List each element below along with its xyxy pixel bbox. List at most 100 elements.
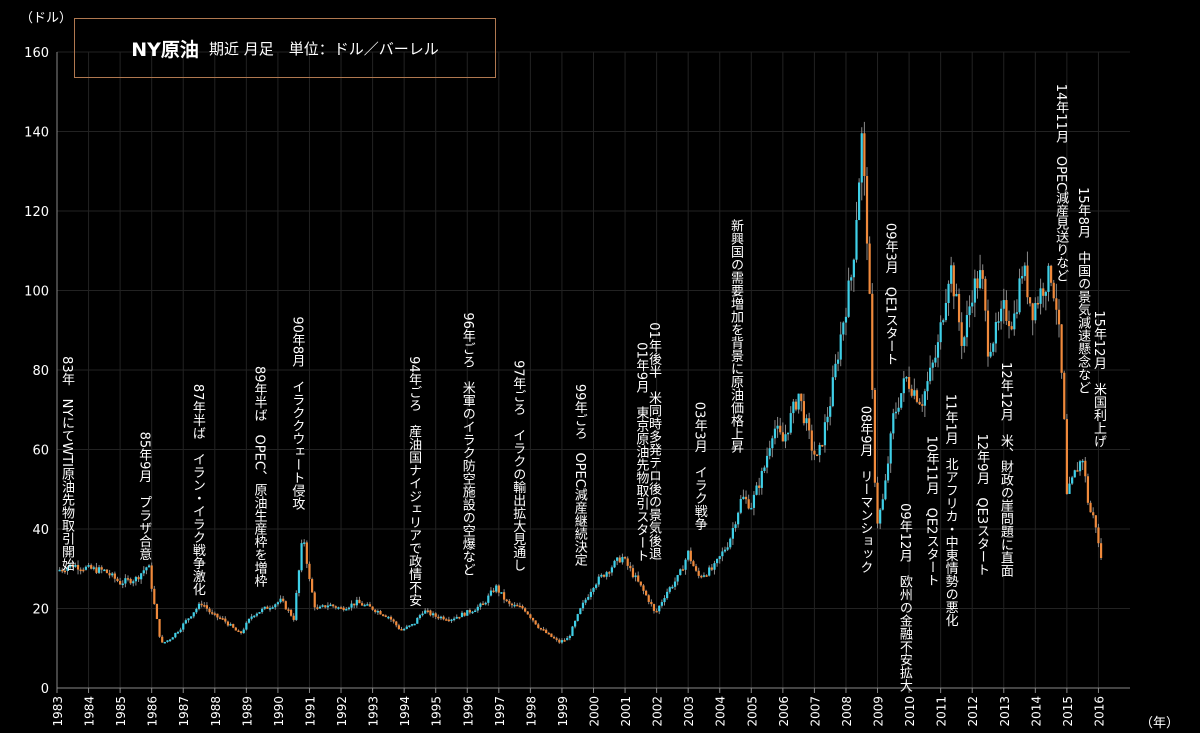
candle-body [573, 620, 577, 627]
annotation: 97年ごろ イラクの輸出拡大見通し [510, 360, 526, 572]
candle-body [1076, 470, 1079, 472]
candle-body [889, 433, 892, 464]
candle-body [379, 610, 382, 615]
x-tick-label: 2006 [777, 696, 791, 727]
candle-body [1000, 308, 1003, 322]
candle-body [658, 605, 661, 612]
candle-body [697, 570, 700, 576]
candle-body [934, 357, 937, 363]
candle-body [95, 567, 98, 573]
candle-body [676, 575, 679, 582]
candle-body [705, 575, 708, 577]
candle-body [600, 574, 603, 577]
candle-body [815, 454, 819, 457]
y-tick-label: 120 [24, 205, 49, 220]
candle-body [213, 613, 216, 615]
candle-body [318, 606, 322, 609]
candle-body [673, 581, 677, 587]
candle-body [276, 602, 280, 605]
candle-body [902, 378, 905, 394]
candle-body [205, 605, 209, 609]
candle-body [1060, 324, 1063, 373]
candle-body [337, 607, 340, 609]
candle-body [1057, 309, 1061, 325]
candle-body [200, 603, 203, 606]
candle-body [552, 636, 556, 639]
candle-body [271, 607, 274, 609]
candle-body [939, 322, 942, 343]
candle-body [1010, 326, 1013, 330]
candle-body [426, 610, 429, 613]
candle-body [708, 567, 711, 576]
candle-body [405, 626, 408, 629]
candle-body [960, 322, 963, 346]
candle-body [274, 604, 277, 608]
candle-body [739, 499, 742, 513]
candle-body [621, 557, 624, 563]
candle-body [474, 610, 477, 613]
annotation: 10年11月 QE2スタート [924, 436, 940, 587]
candle-body [978, 270, 982, 289]
candle-body [760, 471, 763, 488]
candle-body [823, 422, 827, 446]
candle-body [250, 616, 253, 619]
candle-body [203, 605, 206, 607]
candle-body [1047, 265, 1050, 292]
candle-body [534, 620, 537, 625]
x-tick-label: 1986 [146, 696, 160, 727]
candle-body [926, 381, 929, 392]
annotation: 94年ごろ 産油国ナイジェリアで政情不安 [406, 356, 422, 607]
candle-body [560, 640, 564, 643]
candle-body [1071, 477, 1074, 484]
chart-subtitle: 期近 月足 単位：ドル／バーレル [208, 39, 439, 58]
annotations: 83年 NYにてWTI原油先物取引開始 85年9月 プラザ合意 87年半ば イラン・… [59, 84, 1106, 693]
candle-body [663, 598, 666, 603]
candle-body [666, 591, 669, 599]
candle-body [92, 567, 95, 569]
candle-body [1034, 302, 1037, 321]
candle-body [282, 598, 285, 602]
candle-body [894, 411, 898, 414]
candle-body [332, 604, 335, 607]
candle-body [592, 587, 595, 592]
candle-body [897, 407, 900, 412]
candle-body [234, 627, 237, 631]
candle-body [558, 639, 561, 643]
candle-body [232, 624, 235, 628]
candle-body [468, 610, 471, 613]
candle-body [810, 430, 813, 451]
candle-body [297, 570, 301, 593]
candle-body [687, 550, 690, 560]
candle-body [358, 599, 361, 604]
candle-body [82, 569, 85, 572]
candle-body [800, 393, 803, 402]
candle-body [116, 578, 119, 582]
candle-body [1052, 282, 1055, 299]
x-tick-label: 1999 [556, 696, 570, 727]
candle-body [471, 611, 474, 614]
candle-body [571, 626, 574, 636]
candle-body [418, 615, 422, 619]
candle-body [784, 434, 787, 442]
axes: 0 20 40 60 80 100 120 140 160 1983 1984 1985 1986 198… [20, 11, 1179, 731]
candle-body [994, 322, 997, 344]
candle-body [313, 592, 316, 608]
candle-body [184, 620, 187, 624]
candle-body [852, 259, 855, 278]
candle-body [855, 220, 858, 260]
candle-body [108, 573, 111, 576]
candle-body [618, 557, 621, 563]
candle-body [1065, 419, 1068, 494]
candle-body [973, 278, 976, 303]
candle-body [923, 391, 926, 406]
candle-body [1005, 300, 1008, 322]
candle-body [239, 631, 243, 634]
annotation: 01年9月 東京原油先物取引スタート [633, 342, 649, 562]
candle-body [492, 590, 495, 593]
candle-body [542, 629, 545, 631]
candle-body [1099, 543, 1103, 558]
candle-body [421, 613, 424, 616]
candle-body [521, 605, 524, 609]
annotation: 96年ごろ 米軍のイラク防空施設の空爆など [460, 312, 476, 576]
